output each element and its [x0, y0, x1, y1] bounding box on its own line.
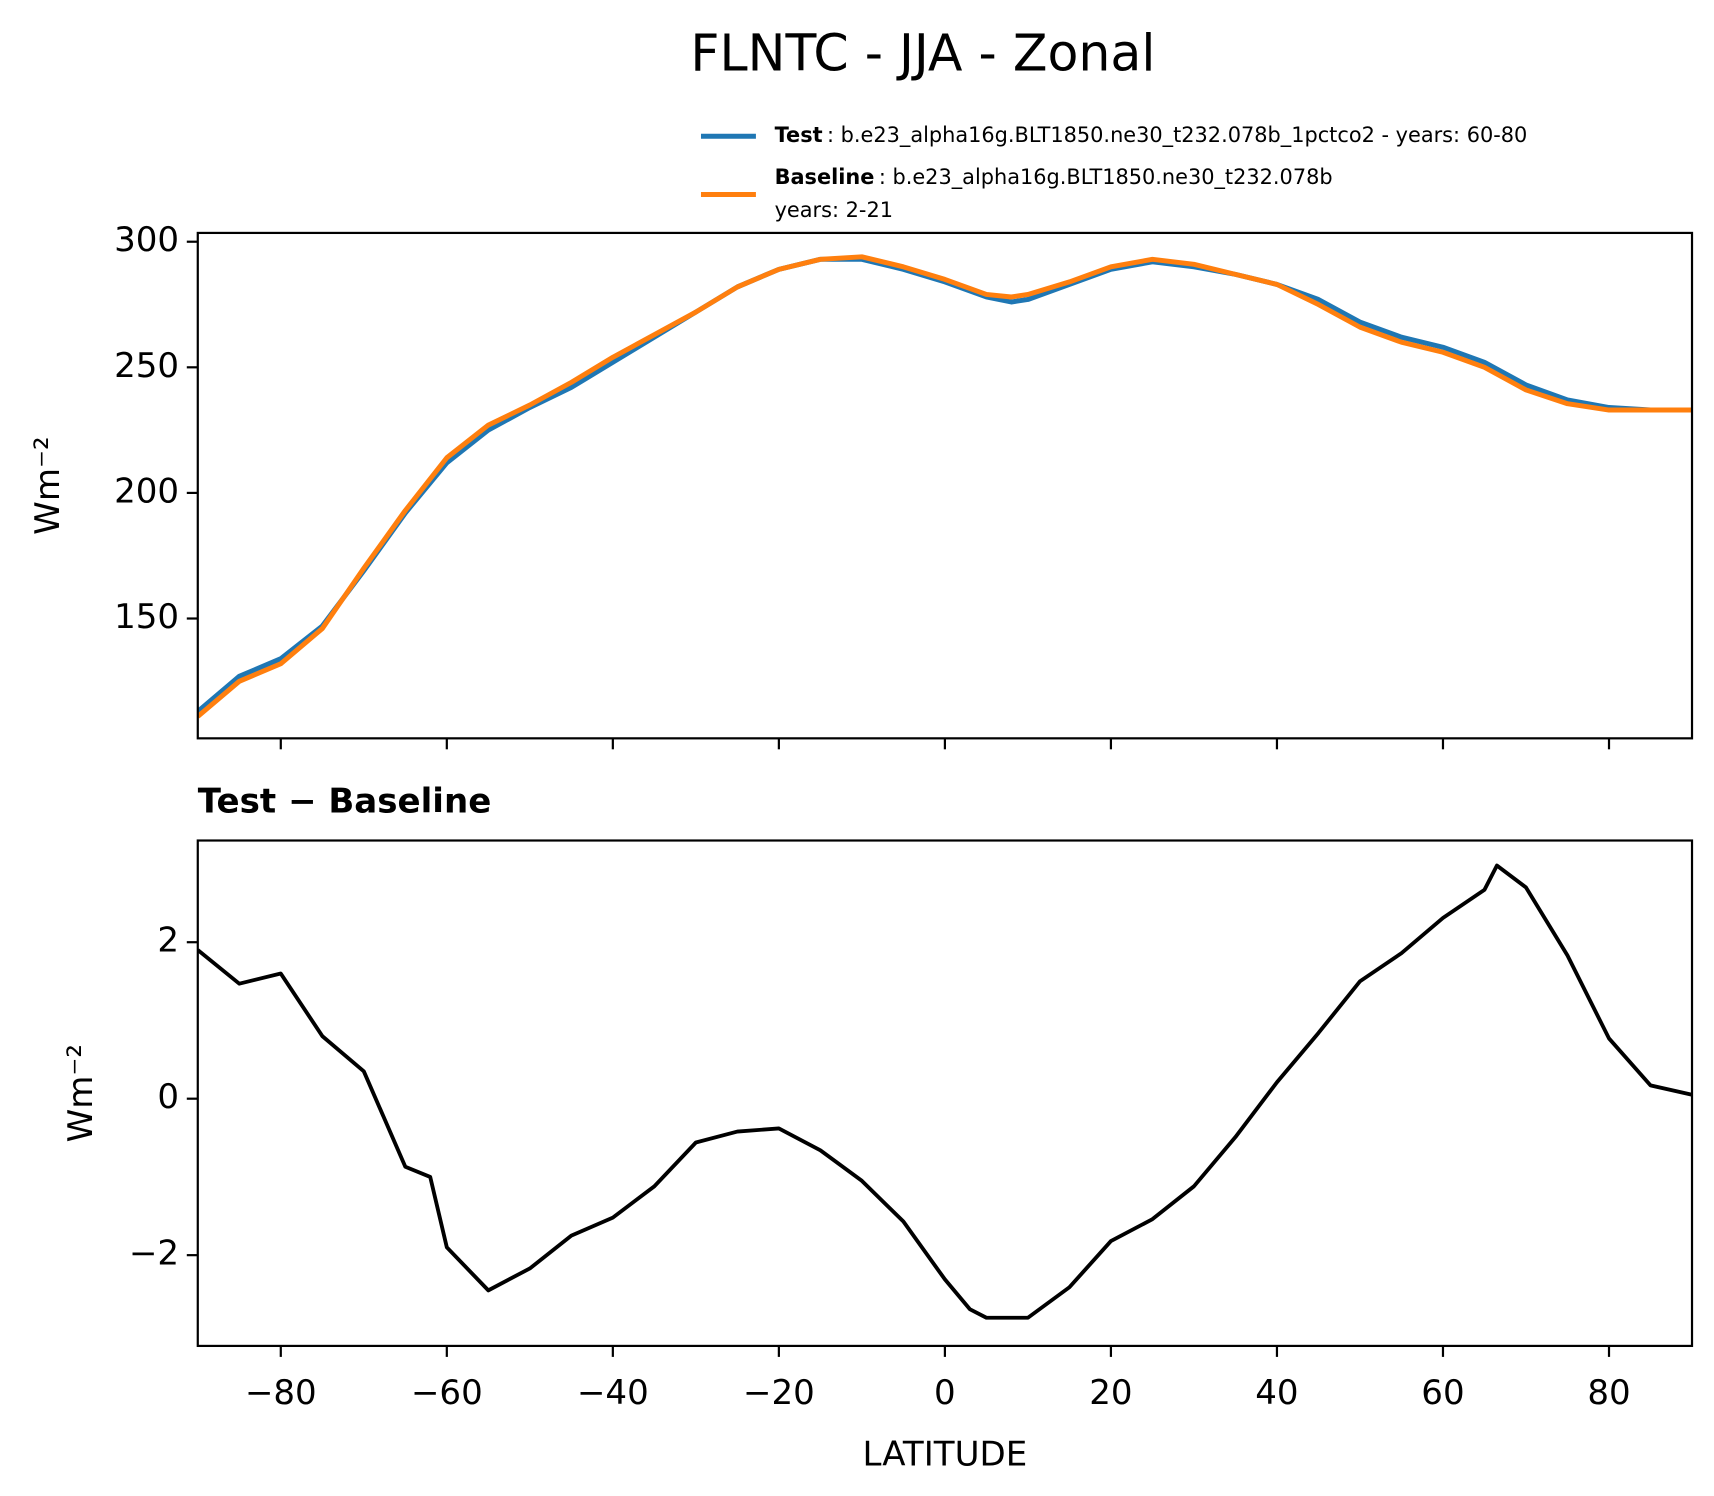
y-axis-label: Wm⁻² [61, 1044, 101, 1142]
y-tick-label: −2 [129, 1234, 179, 1274]
x-axis-label: LATITUDE [863, 1434, 1028, 1474]
x-tick-label: 60 [1421, 1373, 1464, 1413]
legend-text: Baseline: b.e23_alpha16g.BLT1850.ne30_t2… [775, 165, 1333, 190]
y-tick-label: 150 [114, 597, 179, 637]
y-tick-label: 300 [114, 220, 179, 260]
axes-frame [196, 839, 1694, 1348]
x-tick-label: −60 [411, 1373, 483, 1413]
x-tick-label: 80 [1587, 1373, 1630, 1413]
legend-desc: : b.e23_alpha16g.BLT1850.ne30_t232.078b_… [827, 123, 1527, 148]
y-tick-label: 0 [157, 1077, 179, 1117]
legend-desc: years: 2-21 [775, 198, 893, 222]
legend-name: Baseline [775, 165, 875, 189]
axes-title: Test − Baseline [198, 782, 492, 822]
x-tick-label: −80 [245, 1373, 317, 1413]
x-tick-label: 20 [1089, 1373, 1132, 1413]
data-line [197, 254, 1693, 719]
y-axis-label: Wm⁻² [28, 436, 68, 534]
x-tick-label: 0 [934, 1373, 956, 1413]
x-tick-label: 40 [1255, 1373, 1298, 1413]
legend-text: years: 2-21 [775, 198, 893, 222]
data-line [197, 256, 1693, 714]
x-tick-label: −40 [577, 1373, 649, 1413]
figure-title: FLNTC - JJA - Zonal [690, 24, 1155, 83]
legend-desc: : b.e23_alpha16g.BLT1850.ne30_t232.078b [879, 165, 1333, 190]
legend-name: Test [775, 123, 823, 147]
y-tick-label: 2 [157, 921, 179, 961]
y-tick-label: 250 [114, 346, 179, 386]
data-line [197, 863, 1693, 1320]
y-tick-label: 200 [114, 471, 179, 511]
legend-text: Test: b.e23_alpha16g.BLT1850.ne30_t232.0… [775, 123, 1528, 148]
x-tick-label: −20 [743, 1373, 815, 1413]
